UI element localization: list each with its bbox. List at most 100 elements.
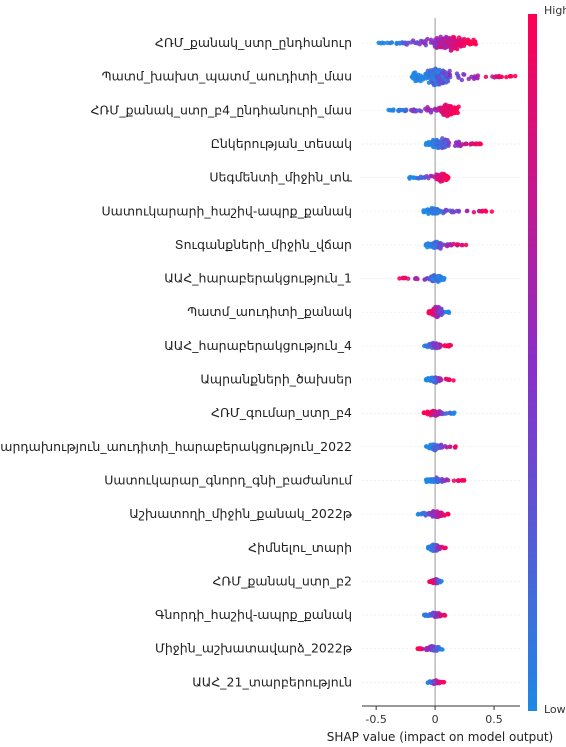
shap-point (430, 71, 435, 76)
shap-point (453, 110, 458, 115)
shap-point (424, 377, 429, 383)
shap-point (452, 445, 458, 450)
shap-point (428, 479, 434, 484)
shap-point (403, 108, 408, 113)
shap-point (513, 73, 518, 79)
feature-label: Աշխատողի_միջին_քանակ_2022թ (129, 506, 353, 521)
shap-point (424, 645, 430, 651)
feature-label: ՀՌՄ_գումար_ստր_բ4 (211, 405, 352, 420)
shap-point (389, 40, 395, 45)
shap-point (426, 309, 432, 314)
shap-point (460, 242, 465, 248)
feature-row (362, 678, 520, 686)
shap-point (473, 39, 478, 44)
shap-point (438, 78, 443, 83)
shap-point (453, 140, 459, 145)
shap-point (450, 208, 455, 213)
feature-label: Տուգանքների_միջին_վճար (175, 237, 352, 252)
shap-point (432, 411, 438, 416)
shap-point (385, 40, 390, 46)
feature-row (362, 509, 520, 520)
shap-point (445, 343, 451, 349)
shap-point (405, 40, 411, 46)
feature-row (362, 442, 520, 453)
shap-point (447, 40, 452, 45)
shap-point (451, 478, 457, 483)
shap-point (426, 80, 432, 85)
shap-point (434, 647, 439, 652)
shap-point (442, 209, 448, 214)
shap-point (391, 107, 396, 112)
shap-point (434, 475, 439, 480)
shap-point (434, 108, 439, 113)
feature-row (362, 272, 520, 284)
shap-point (441, 679, 447, 685)
feature-label: ԱԱՀ_21_տարբերություն (192, 674, 352, 689)
shap-point (464, 141, 469, 147)
x-ticks: -0.5 0 0.5 (365, 706, 503, 726)
shap-point (433, 140, 438, 145)
shap-point (446, 310, 452, 315)
shap-point (480, 209, 485, 214)
shap-point (462, 39, 467, 44)
shap-point (429, 645, 434, 650)
shap-point (451, 378, 456, 383)
x-axis: -0.5 0 0.5 SHAP value (impact on model out… (327, 705, 553, 744)
shap-point (455, 73, 461, 78)
shap-point (427, 579, 432, 584)
shap-point (415, 175, 421, 181)
feature-labels: ՀՌՄ_քանակ_ստր_ընդհանուր Պատմ_խախտ_պատմ_աո… (0, 35, 353, 689)
shap-point (415, 512, 421, 517)
shap-point (438, 376, 443, 381)
shap-point (394, 41, 399, 46)
shap-point (461, 43, 467, 49)
shap-point (400, 275, 405, 281)
shap-point (432, 542, 437, 548)
shap-point (431, 377, 436, 382)
shap-point (496, 74, 502, 80)
feature-row (362, 205, 520, 217)
shap-point (471, 76, 477, 82)
shap-point (427, 510, 432, 516)
shap-point (411, 72, 417, 77)
shap-point (441, 71, 447, 76)
colorbar-gradient (528, 14, 537, 711)
shap-point (381, 41, 387, 46)
shap-point (429, 174, 435, 179)
shap-point (423, 208, 428, 213)
feature-label: Սատուկարարի_հաշիվ-ապրք_քանակ (102, 203, 352, 218)
shap-point (430, 80, 435, 85)
shap-point (386, 107, 391, 113)
shap-point (504, 74, 509, 80)
shap-point (411, 107, 416, 112)
shap-point (426, 175, 431, 181)
shap-point (446, 140, 452, 145)
shap-point (429, 410, 435, 415)
shap-point (430, 76, 435, 81)
shap-point (483, 74, 489, 80)
feature-row (362, 610, 520, 620)
shap-point (465, 208, 470, 214)
shap-point (447, 72, 453, 77)
shap-point (451, 40, 456, 45)
shap-point (431, 512, 437, 517)
feature-row (362, 102, 520, 119)
feature-label: ԱԱՀ_հարաբերակցություն_4 (164, 338, 352, 353)
shap-point (442, 545, 448, 551)
shap-point (435, 545, 440, 550)
shap-point (440, 139, 446, 145)
shap-point (422, 175, 427, 180)
feature-label: Խարդախություն_աուդիտի_հարաբերակցություն_… (0, 439, 352, 454)
shap-point (474, 141, 479, 146)
colorbar-low-label: Low (544, 703, 566, 716)
feature-row (362, 408, 520, 418)
shap-point (435, 70, 440, 75)
shap-point (443, 34, 449, 40)
x-tick-label: 0.5 (485, 713, 503, 726)
feature-row (362, 644, 520, 653)
feature-label: Պատմ_խախտ_պատմ_աուդիտի_մաս (102, 69, 352, 84)
shap-point (423, 343, 429, 348)
feature-row (362, 136, 520, 151)
shap-point (454, 242, 460, 247)
